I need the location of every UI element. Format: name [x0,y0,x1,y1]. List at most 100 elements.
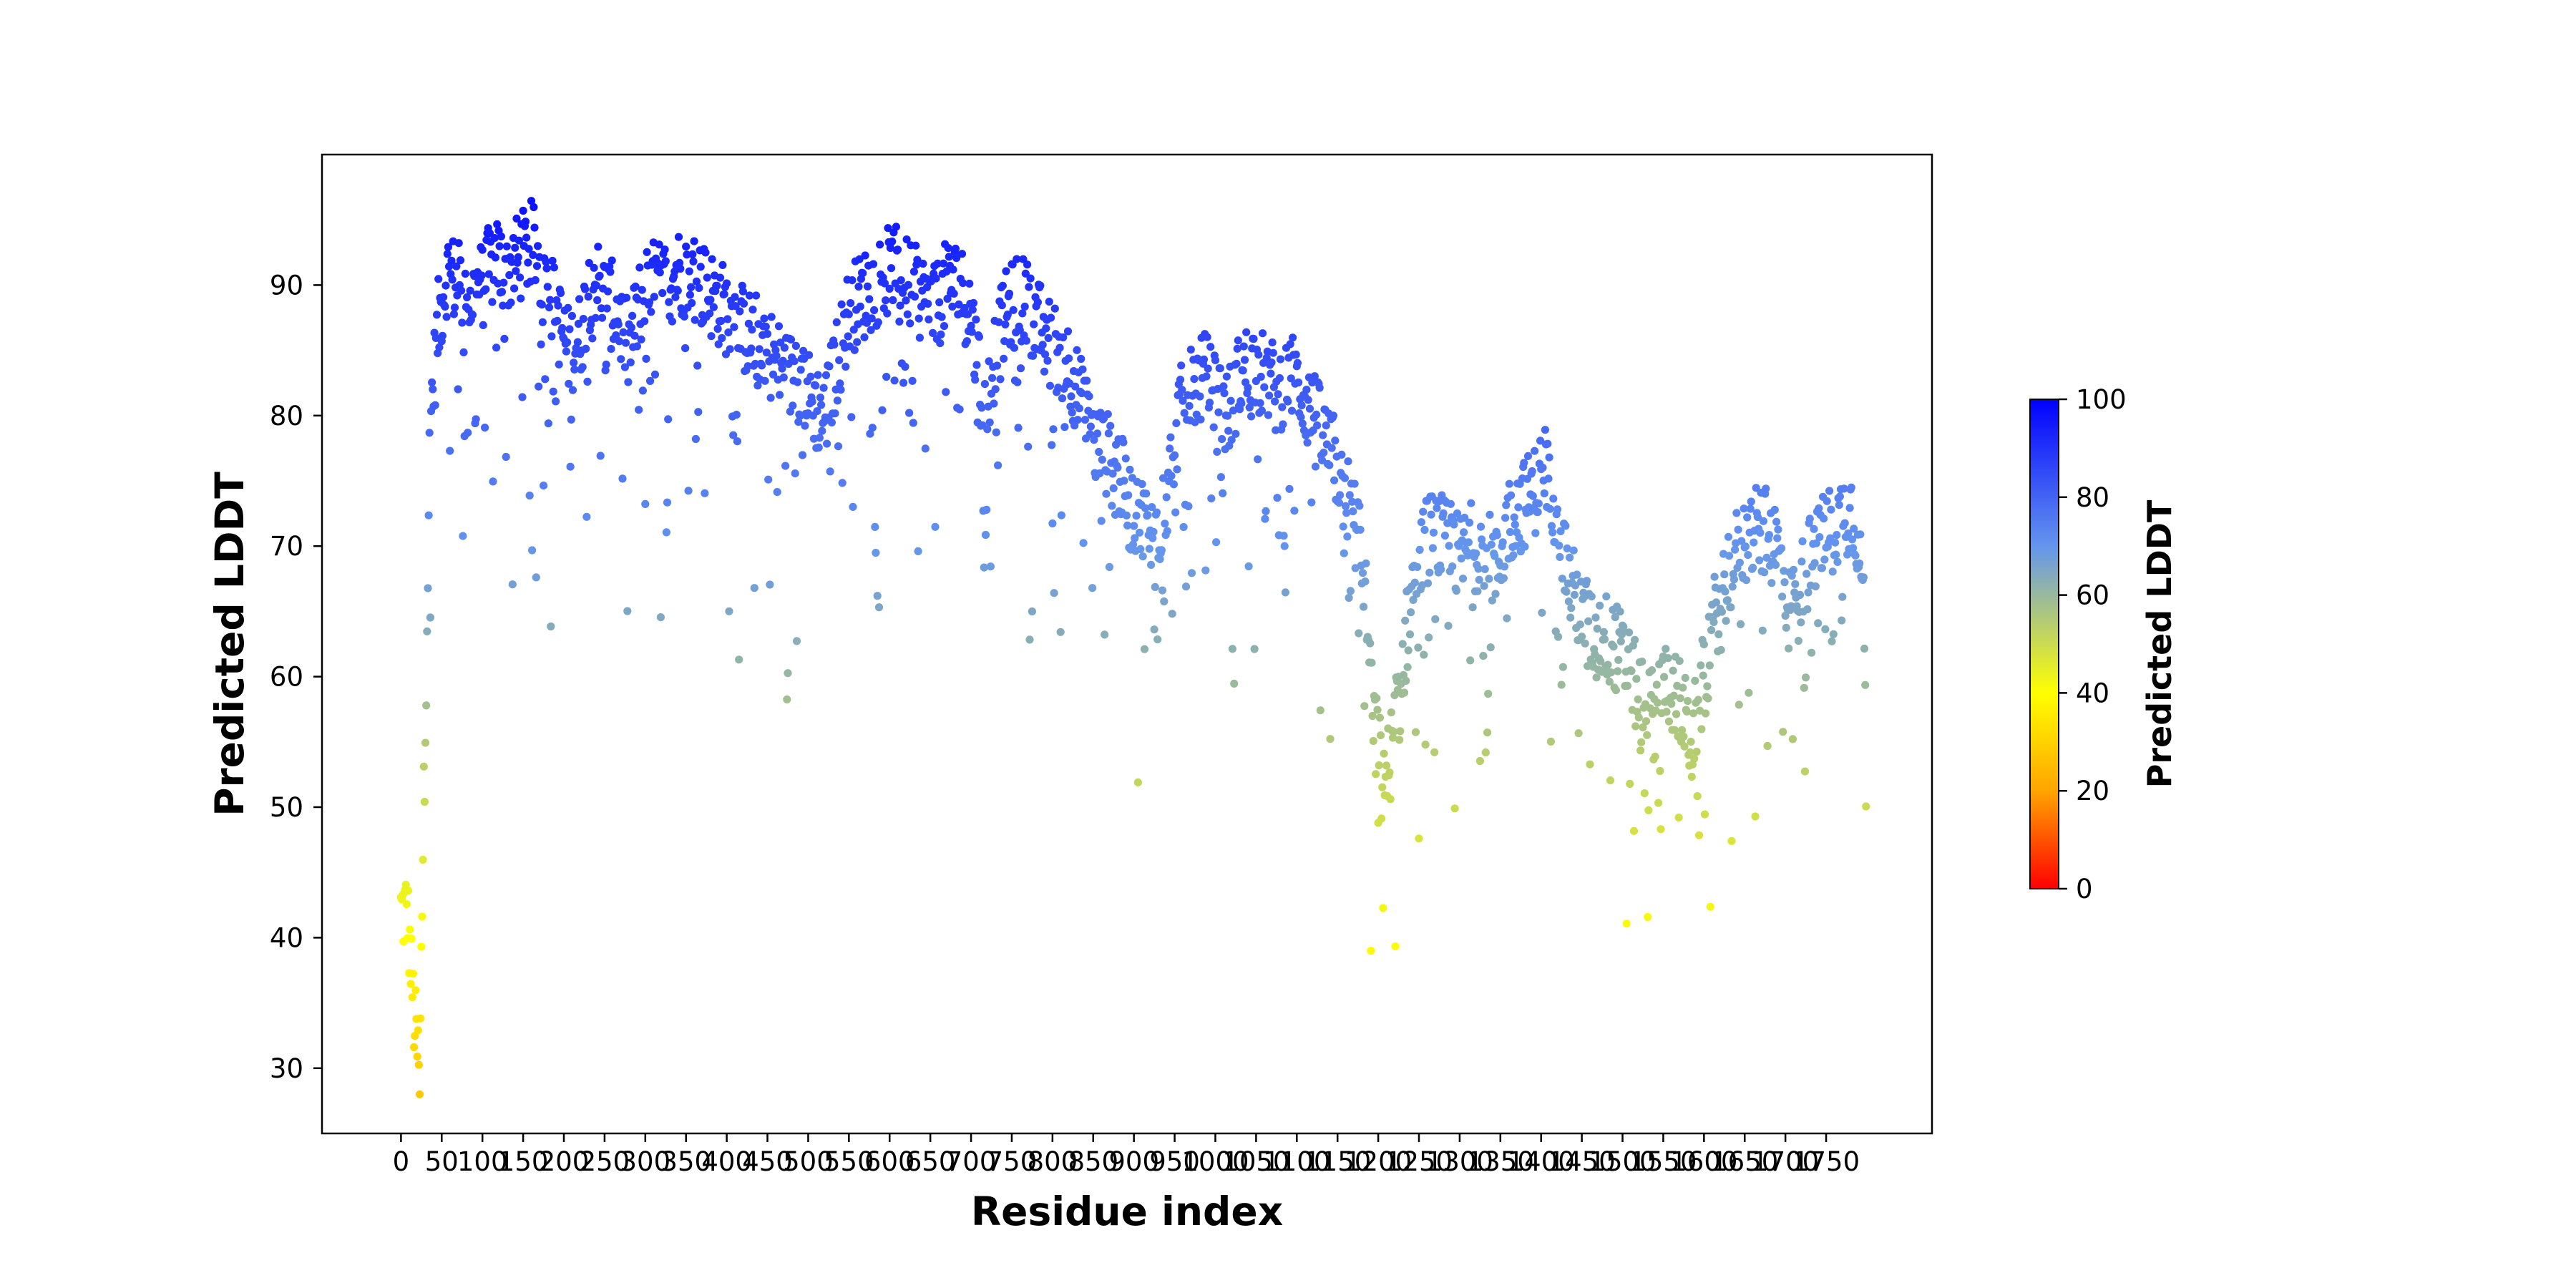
data-point [650,370,660,379]
data-point [1606,776,1615,785]
data-point [730,323,738,331]
data-point [1316,706,1324,715]
data-point [1644,912,1652,922]
data-point [1010,343,1018,352]
data-point [1752,484,1760,492]
x-tick-label: 0 [393,1146,410,1177]
data-point [624,378,633,386]
data-point [1145,545,1153,553]
data-point [1150,625,1158,634]
data-point [1179,522,1188,532]
data-point [786,336,796,344]
data-point [1056,628,1065,636]
data-point [1336,491,1345,499]
data-point [701,248,710,257]
data-point [1186,346,1195,354]
data-point [1487,540,1496,549]
data-point [1767,579,1776,587]
data-point [410,1043,419,1052]
data-point [1845,504,1854,512]
data-point [594,243,602,251]
data-point [895,317,904,326]
data-point [1638,658,1646,666]
data-point [1005,289,1014,298]
data-point [1732,509,1741,517]
data-point [619,328,628,336]
data-point [573,338,582,346]
data-point [1157,546,1166,555]
data-point [764,475,773,484]
data-point [500,334,509,343]
data-point [1344,457,1352,466]
data-point [701,489,709,497]
data-point [1717,645,1725,654]
data-point [1829,630,1838,638]
data-point [791,341,800,350]
data-point [738,287,747,296]
data-point [752,291,761,300]
data-point [1254,351,1263,359]
data-point [479,321,487,329]
data-point [1602,592,1611,601]
data-point [1216,473,1225,482]
data-point [1008,260,1017,269]
data-point [1307,498,1316,507]
data-point [781,462,790,470]
data-point [1244,562,1253,571]
data-point [1717,608,1726,616]
data-point [1604,660,1612,669]
data-point [713,324,722,333]
data-point [640,317,649,326]
data-point [1763,741,1772,751]
data-point [1045,298,1053,306]
data-point [1797,557,1806,566]
data-point [602,360,610,369]
data-point [1105,562,1114,572]
data-point [1030,320,1038,328]
data-point [458,318,467,327]
data-point [1634,695,1642,704]
data-point [1001,320,1010,328]
data-point [1556,527,1565,536]
data-point [1820,514,1828,523]
data-point [1705,661,1714,670]
data-point [986,562,995,571]
data-point [1202,372,1211,381]
x-tick-label: 950 [1149,1146,1200,1177]
data-point [1057,511,1065,519]
data-point [1760,568,1769,577]
x-tick-label: 1150 [1304,1146,1371,1177]
data-point [1367,947,1375,955]
data-point [664,415,673,424]
data-point [1476,522,1485,531]
data-point [1162,493,1171,502]
data-point [1102,489,1111,498]
data-point [1042,324,1050,333]
data-point [1083,376,1091,385]
data-point [967,328,976,336]
data-point [1079,539,1088,547]
data-point [773,488,781,497]
data-point [1028,607,1036,616]
data-point [1810,559,1819,567]
data-point [889,296,897,305]
data-point [753,381,762,390]
data-point [578,363,587,371]
data-point [493,220,502,228]
data-point [1036,281,1045,290]
data-point [1691,676,1699,686]
data-point [718,333,726,343]
data-point [690,237,698,245]
data-point [945,253,953,261]
data-point [1558,663,1567,671]
data-point [603,287,613,296]
data-point [838,479,847,487]
data-point [909,419,917,427]
data-point [1765,531,1773,540]
data-point [1433,504,1441,512]
data-point [811,381,820,390]
data-point [1048,441,1056,449]
data-point [1247,412,1256,421]
data-point [789,401,797,410]
data-point [980,563,988,572]
